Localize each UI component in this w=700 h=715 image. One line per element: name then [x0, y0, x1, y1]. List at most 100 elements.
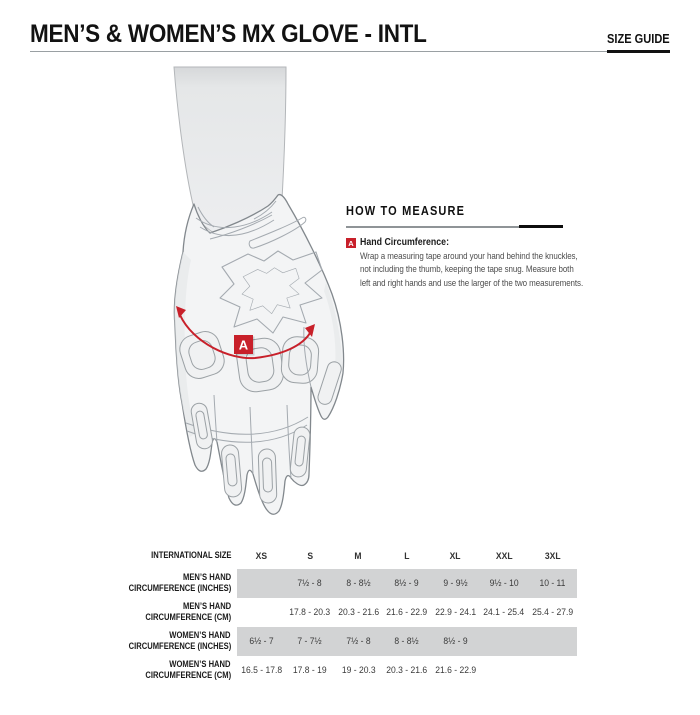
row-label-text: CIRCUMFERENCE (INCHES): [128, 582, 231, 594]
size-cell: 6½ - 7: [237, 627, 286, 656]
size-cell: [237, 569, 286, 598]
column-header-XS-text: XS: [255, 551, 267, 562]
size-cell: 8 - 8½: [334, 569, 383, 598]
column-header-S: S: [286, 544, 335, 569]
row-label-text: MEN’S HAND: [182, 572, 231, 583]
size-cell: 9½ - 10: [479, 569, 528, 598]
size-cell: 7½ - 8: [285, 569, 334, 598]
measurement-marker-a: A: [234, 335, 255, 356]
glove-shade-right: [324, 282, 343, 370]
arrowhead-left: [176, 306, 186, 318]
column-header-XXL-text: XXL: [495, 551, 513, 562]
size-cell: 22.9 - 24.1: [431, 598, 480, 627]
size-cell: 20.3 - 21.6: [334, 598, 383, 627]
row-label: MEN’S HAND CIRCUMFERENCE (CM): [0, 598, 237, 627]
page-title: MEN’S & WOMEN’S MX GLOVE - INTL: [30, 20, 427, 48]
size-cell-text: 8 - 8½: [346, 578, 371, 589]
size-cell: 19 - 20.3: [334, 656, 383, 685]
table-corner-label: INTERNATIONAL SIZE: [0, 544, 237, 569]
size-cell-text: 19 - 20.3: [341, 665, 376, 676]
header-rule-accent: [607, 50, 670, 53]
header-rule: [30, 50, 670, 53]
size-cell: [528, 627, 577, 656]
row-label: WOMEN’S HAND CIRCUMFERENCE (CM): [0, 656, 237, 685]
how-to-measure-rule: [346, 225, 563, 228]
size-cell-text: 21.6 - 22.9: [386, 607, 428, 618]
column-header-M: M: [334, 544, 383, 569]
size-cell-text: 24.1 - 25.4: [483, 607, 525, 618]
size-cell-text: 17.8 - 20.3: [289, 607, 331, 618]
column-header-XS: XS: [237, 544, 286, 569]
size-cell-text: 6½ - 7: [249, 636, 274, 647]
size-cell-text: 16.5 - 17.8: [240, 665, 282, 676]
column-header-3XL: 3XL: [528, 544, 577, 569]
row-label-text: WOMEN’S HAND: [169, 630, 231, 641]
size-cell-text: 7 - 7½: [297, 636, 322, 647]
cuff-strap-lines: [195, 200, 307, 249]
size-cell: 16.5 - 17.8: [237, 656, 286, 685]
row-label-text: WOMEN’S HAND: [169, 659, 231, 670]
marker-a-text: A: [239, 338, 249, 353]
finger-pads: [190, 361, 342, 504]
size-cell-text: 20.3 - 21.6: [337, 607, 379, 618]
size-cell: 17.8 - 19: [286, 656, 335, 685]
size-cell-text: 21.6 - 22.9: [434, 665, 476, 676]
size-cell-text: 17.8 - 19: [292, 665, 327, 676]
column-header-L: L: [383, 544, 432, 569]
size-cell-text: 8 - 8½: [394, 636, 419, 647]
glove-illustration: A: [173, 66, 345, 515]
size-cell: 8 - 8½: [382, 627, 431, 656]
size-cell: 9 - 9½: [431, 569, 480, 598]
size-table: INTERNATIONAL SIZE XS S M L XL XXL 3XL MEN’S HAN…: [0, 544, 577, 685]
size-cell: [237, 598, 286, 627]
column-header-XL: XL: [431, 544, 480, 569]
size-cell-text: 22.9 - 24.1: [434, 607, 476, 618]
arrowhead-right: [305, 324, 315, 337]
size-cell: 8½ - 9: [431, 627, 480, 656]
measure-instructions: Wrap a measuring tape around your hand b…: [360, 250, 583, 290]
row-label: WOMEN’S HAND CIRCUMFERENCE (INCHES): [0, 627, 237, 656]
how-to-measure-rule-accent: [519, 225, 563, 228]
size-cell-text: 10 - 11: [539, 578, 566, 589]
size-cell: 20.3 - 21.6: [383, 656, 432, 685]
size-cell-text: 8½ - 9: [394, 578, 419, 589]
column-header-L-text: L: [404, 551, 410, 562]
size-cell: 8½ - 9: [382, 569, 431, 598]
row-label-text: CIRCUMFERENCE (CM): [145, 669, 231, 681]
size-cell: 21.6 - 22.9: [383, 598, 432, 627]
instruction-line: left and right hands and use the larger …: [360, 277, 584, 289]
legend-marker-a: A: [346, 238, 356, 248]
size-cell-text: 20.3 - 21.6: [386, 665, 428, 676]
size-cell: [480, 656, 529, 685]
size-guide-label: SIZE GUIDE: [607, 31, 670, 46]
glove-shade-left: [174, 252, 196, 437]
row-label: MEN’S HAND CIRCUMFERENCE (INCHES): [0, 569, 237, 598]
size-cell-text: 25.4 - 27.9: [531, 607, 573, 618]
column-header-XXL: XXL: [480, 544, 529, 569]
size-cell: [479, 627, 528, 656]
legend-title: Hand Circumference:: [360, 237, 450, 248]
size-cell: 10 - 11: [528, 569, 577, 598]
size-cell-text: 7½ - 8: [346, 636, 371, 647]
size-cell-text: 9 - 9½: [443, 578, 468, 589]
how-to-measure-heading: HOW TO MEASURE: [346, 204, 466, 218]
size-cell: 24.1 - 25.4: [480, 598, 529, 627]
size-cell: 7½ - 8: [334, 627, 383, 656]
row-label-text: CIRCUMFERENCE (INCHES): [128, 640, 231, 652]
size-cell: 25.4 - 27.9: [528, 598, 577, 627]
instruction-line: not including the thumb, keeping the tap…: [360, 264, 574, 276]
column-header-M-text: M: [354, 551, 362, 562]
size-cell: 7 - 7½: [285, 627, 334, 656]
column-header-3XL-text: 3XL: [544, 551, 561, 562]
size-cell-text: 8½ - 9: [443, 636, 468, 647]
column-header-XL-text: XL: [449, 551, 461, 562]
row-label-text: CIRCUMFERENCE (CM): [145, 611, 231, 623]
instruction-line: Wrap a measuring tape around your hand b…: [360, 251, 578, 262]
measurement-arc: [176, 306, 315, 360]
column-header-S-text: S: [306, 551, 313, 562]
size-cell-text: 7½ - 8: [297, 578, 322, 589]
size-cell: 21.6 - 22.9: [431, 656, 480, 685]
size-cell-text: 9½ - 10: [489, 578, 519, 589]
table-corner-label-text: INTERNATIONAL SIZE: [150, 550, 231, 562]
